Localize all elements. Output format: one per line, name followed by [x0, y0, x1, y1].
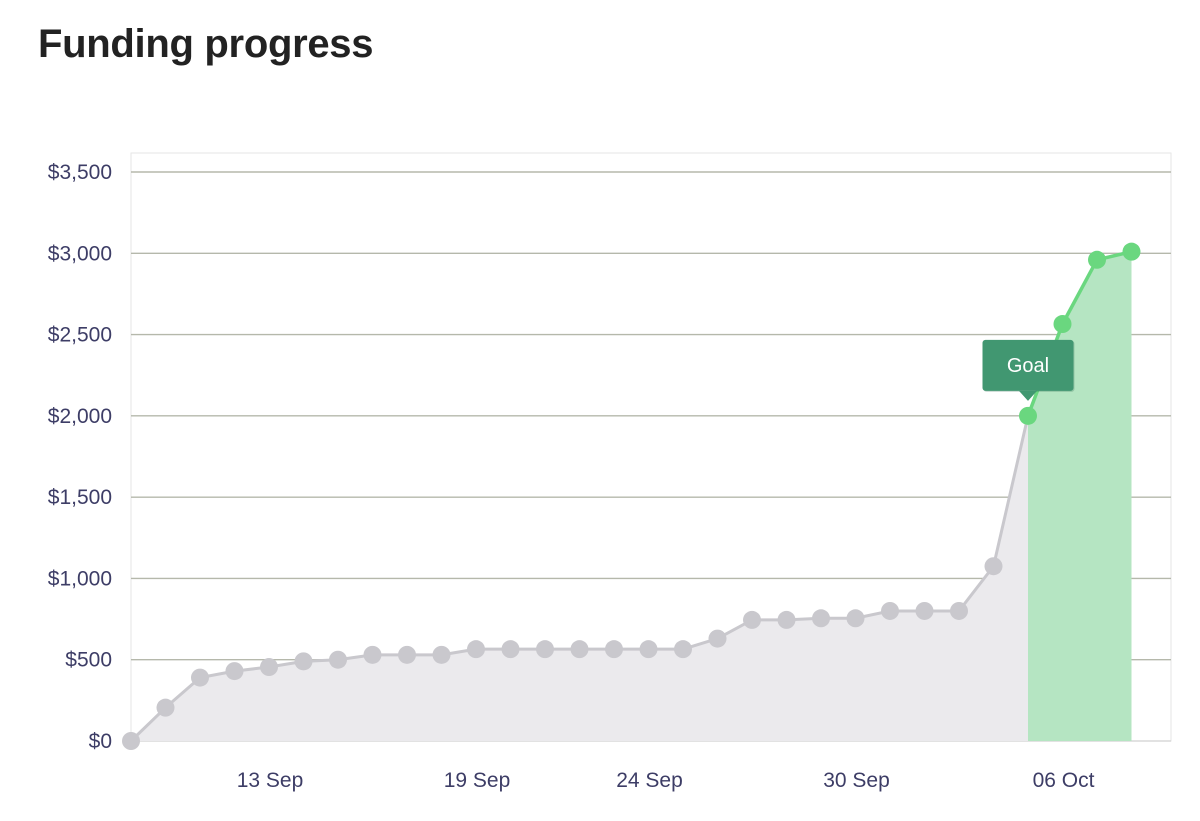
goal-tooltip-label: Goal [1007, 355, 1049, 377]
data-point-funded[interactable] [1053, 315, 1072, 334]
x-tick-label: 13 Sep [237, 769, 304, 792]
area-before-goal [131, 415, 1028, 741]
y-tick-label: $2,000 [48, 405, 112, 428]
x-tick-label: 24 Sep [616, 769, 683, 792]
y-tick-label: $500 [65, 649, 112, 672]
data-point[interactable] [225, 662, 244, 681]
y-tick-label: $2,500 [48, 324, 112, 347]
data-point[interactable] [260, 658, 278, 677]
data-point[interactable] [432, 645, 451, 664]
x-tick-label: 19 Sep [444, 769, 511, 792]
area-after-goal [1028, 251, 1132, 741]
y-tick-label: $0 [89, 730, 112, 753]
y-tick-label: $1,000 [48, 567, 112, 590]
data-point[interactable] [984, 557, 1003, 576]
data-point[interactable] [743, 610, 761, 629]
y-tick-label: $3,500 [48, 161, 112, 184]
data-point[interactable] [846, 609, 865, 628]
data-point[interactable] [881, 601, 899, 620]
data-point[interactable] [536, 640, 554, 659]
data-point-funded[interactable] [1019, 406, 1037, 425]
data-point[interactable] [605, 640, 623, 659]
data-point[interactable] [950, 601, 968, 620]
x-tick-label: 30 Sep [823, 769, 890, 792]
data-point[interactable] [570, 640, 589, 659]
page-title: Funding progress [38, 22, 374, 66]
data-point-funded[interactable] [1122, 242, 1141, 261]
data-point-funded[interactable] [1088, 250, 1106, 269]
data-point[interactable] [191, 668, 209, 687]
data-point[interactable] [294, 652, 313, 671]
y-tick-label: $1,500 [48, 486, 112, 509]
goal-tooltip: Goal [982, 339, 1075, 401]
data-point[interactable] [156, 698, 175, 717]
data-point[interactable] [777, 610, 796, 629]
data-point[interactable] [501, 640, 520, 659]
data-point[interactable] [398, 645, 416, 664]
x-tick-label: 06 Oct [1033, 769, 1095, 792]
data-point[interactable] [812, 609, 830, 628]
data-point[interactable] [467, 640, 485, 659]
data-point[interactable] [363, 645, 382, 664]
data-point[interactable] [915, 601, 934, 620]
data-point[interactable] [639, 640, 658, 659]
data-point[interactable] [122, 732, 140, 750]
data-point[interactable] [674, 640, 692, 659]
data-point[interactable] [708, 629, 727, 648]
data-point[interactable] [329, 650, 347, 669]
y-tick-label: $3,000 [48, 242, 112, 265]
